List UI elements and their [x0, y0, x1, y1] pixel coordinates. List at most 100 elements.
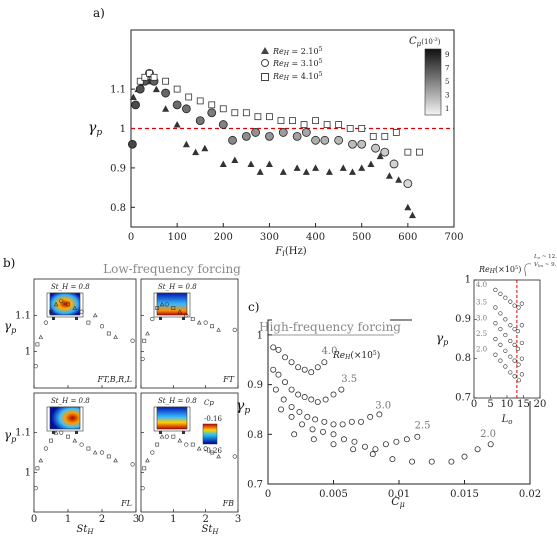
legend-label-re4: ReH = 4.105 [272, 71, 323, 82]
panel-a-triangle-point [279, 168, 287, 175]
inset-c-xlabel: Lo [501, 414, 513, 426]
panel-a-circle-point [135, 84, 145, 94]
inset-c-point [498, 291, 503, 296]
panel-c-point [376, 411, 383, 418]
inset-c-ytick-label: 0.7 [455, 393, 471, 404]
panel-b-ytick-label: 1.1 [15, 428, 31, 439]
panel-b-point [49, 309, 53, 314]
inset-c-series-label: 3.5 [476, 299, 487, 307]
panel-c-point [312, 416, 319, 423]
panel-b-point [210, 450, 215, 455]
panel-c-point [414, 433, 421, 440]
panel-c-point [330, 391, 337, 398]
panel-b-subplot-label: FT [222, 375, 235, 384]
panel-a-circle-point [357, 139, 367, 149]
panel-a-circle-point [311, 135, 320, 145]
panel-b-point [99, 324, 105, 329]
panel-c-point [340, 436, 347, 443]
panel-c-point [280, 396, 287, 403]
panel-b-point [150, 316, 155, 322]
panel-b-point [184, 313, 189, 318]
panel-b-point [150, 450, 155, 455]
panel-c-point [288, 386, 295, 393]
panel-c-point [282, 354, 289, 361]
panel-c-legend-title: ReH(×105) [332, 350, 380, 361]
panel-a-xtick-label: 100 [168, 232, 187, 243]
panel-b-subplot-frame [140, 392, 239, 513]
panel-c-point [487, 441, 494, 448]
panel-b-xtick-label: 3 [235, 514, 241, 525]
panel-a-triangle-point [367, 160, 375, 167]
panel-c-point [314, 398, 321, 405]
panel-a-square-point [358, 125, 366, 132]
panel-b-point [53, 430, 59, 435]
panel-a-square-point [136, 77, 144, 85]
panel-b-point [113, 458, 118, 463]
inset-c-point [498, 358, 503, 363]
inset-c-annotation-vlm: Vlm ~ 9.1 m s-1 [534, 260, 557, 268]
panel-b-point [38, 458, 44, 463]
inset-c-xtick-label: 20 [534, 399, 547, 410]
inset-c-marks: 4.0 3.5 3.0 2.5 2.0 [476, 281, 524, 383]
panel-b-point [72, 438, 78, 443]
panel-b-xtick-label: 2 [202, 514, 208, 525]
panel-b-model-outline [153, 292, 191, 318]
panel-a-triangle-point [265, 160, 273, 167]
panel-b-model-wheel [182, 317, 185, 320]
inset-c-point [519, 372, 524, 377]
panel-a-triangle-point [173, 121, 181, 128]
panel-b-pressure-map [156, 406, 188, 430]
panel-a-circle-point [380, 147, 390, 157]
panel-a-square-point [277, 117, 285, 125]
panel-b-xlabel-right: StH [202, 524, 220, 536]
colorbar-a-tick-label: 9 [445, 51, 449, 59]
panel-a-circle-point [181, 104, 191, 114]
panel-a-circle-point [228, 135, 237, 145]
panel-a-xtick-label: 500 [352, 232, 371, 243]
inset-c-point [498, 311, 503, 316]
inset-c-point [503, 364, 508, 369]
panel-b-point [159, 302, 165, 307]
panel-a-triangle-point [182, 140, 190, 148]
panel-a-triangle-point [348, 168, 356, 175]
panel-a-circle-point [348, 139, 357, 149]
panel-a-square-point [242, 109, 250, 117]
inset-c-series-label: 4.0 [476, 281, 487, 289]
panel-b-colorbar [202, 423, 218, 445]
panel-b-model-wheel [52, 317, 55, 320]
panel-a-square-point [150, 73, 158, 81]
panel-c-point [428, 458, 435, 465]
panel-c-point [288, 413, 295, 420]
panel-b-point [86, 320, 91, 325]
panel-c-series-label: 4.0 [322, 346, 338, 357]
panel-c-point [474, 446, 481, 453]
panel-a-square-point [323, 121, 331, 128]
panel-a-triangle-point [219, 160, 227, 167]
panel-b-point [190, 442, 195, 447]
panel-a-triangle-point [385, 172, 393, 179]
panel-a-triangle-point [192, 148, 200, 156]
panel-c-point [338, 386, 345, 393]
panel-b-model-wheel [182, 431, 185, 434]
panel-a-square-point [289, 117, 296, 125]
panel-b-subplot-label: FT,B,R,L [96, 375, 132, 384]
panel-c-point [321, 418, 328, 425]
panel-c-xtick-label: 0 [265, 489, 271, 500]
panel-b-point [155, 442, 160, 447]
panel-b-model-wheel [52, 431, 55, 434]
panel-b-point [35, 342, 40, 347]
panel-c-point [393, 438, 400, 445]
inset-c-point [508, 299, 513, 304]
panel-a-xlabel: Fi(Hz) [274, 246, 306, 258]
panel-c-point [299, 421, 306, 428]
panel-b-point [210, 324, 215, 329]
panel-c-point [278, 406, 285, 413]
panel-b-pressure-map [49, 292, 81, 316]
panel-a-triangle-point [312, 164, 320, 171]
panel-b-point [184, 442, 189, 447]
panel-a-circle-point [172, 100, 182, 110]
inset-c-point [512, 327, 517, 332]
inset-c-point [512, 342, 517, 348]
inset-c-point [503, 348, 508, 353]
panel-c-ytick-label: 0.9 [247, 380, 263, 391]
